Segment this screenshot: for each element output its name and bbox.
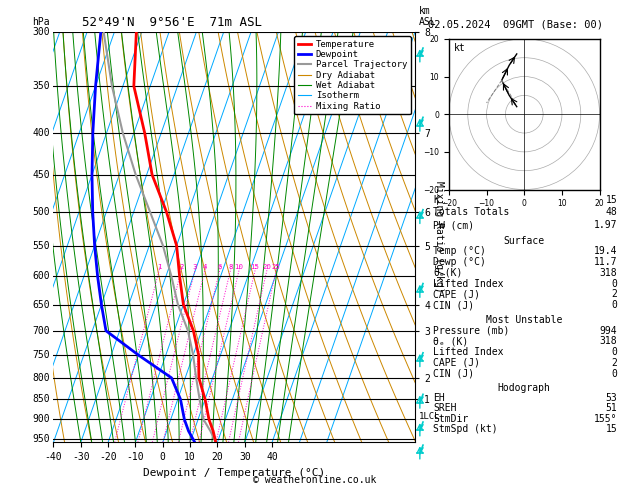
Text: 2: 2 xyxy=(611,358,618,368)
Text: 19.4: 19.4 xyxy=(594,246,618,257)
Text: 650: 650 xyxy=(32,299,50,310)
Text: hPa: hPa xyxy=(32,17,50,28)
Text: SREH: SREH xyxy=(433,403,457,414)
Legend: Temperature, Dewpoint, Parcel Trajectory, Dry Adiabat, Wet Adiabat, Isotherm, Mi: Temperature, Dewpoint, Parcel Trajectory… xyxy=(294,36,411,114)
Text: 25: 25 xyxy=(272,264,281,270)
Text: θₑ(K): θₑ(K) xyxy=(433,268,462,278)
Text: PW (cm): PW (cm) xyxy=(433,220,474,230)
Text: 2: 2 xyxy=(611,289,618,299)
Text: K: K xyxy=(433,195,439,205)
Text: StmDir: StmDir xyxy=(433,414,469,424)
Text: 850: 850 xyxy=(32,394,50,404)
Text: 400: 400 xyxy=(32,128,50,138)
Text: 15: 15 xyxy=(606,424,618,434)
Text: CAPE (J): CAPE (J) xyxy=(433,358,480,368)
Text: 1LCL: 1LCL xyxy=(419,412,440,421)
Text: 6: 6 xyxy=(218,264,222,270)
Y-axis label: Mixing Ratio (g/kg): Mixing Ratio (g/kg) xyxy=(434,181,444,293)
Text: 500: 500 xyxy=(32,207,50,217)
Text: 300: 300 xyxy=(32,27,50,36)
Text: Most Unstable: Most Unstable xyxy=(486,315,562,325)
Text: Totals Totals: Totals Totals xyxy=(433,208,509,217)
Text: StmSpd (kt): StmSpd (kt) xyxy=(433,424,498,434)
Text: km
ASL: km ASL xyxy=(419,6,437,28)
Text: CAPE (J): CAPE (J) xyxy=(433,289,480,299)
Text: EH: EH xyxy=(433,393,445,403)
Text: 20: 20 xyxy=(262,264,271,270)
Text: kt: kt xyxy=(454,43,465,53)
Text: 0: 0 xyxy=(611,300,618,310)
Text: 02.05.2024  09GMT (Base: 00): 02.05.2024 09GMT (Base: 00) xyxy=(428,19,603,30)
Text: Pressure (mb): Pressure (mb) xyxy=(433,326,509,336)
X-axis label: Dewpoint / Temperature (°C): Dewpoint / Temperature (°C) xyxy=(143,468,325,478)
Text: 11.7: 11.7 xyxy=(594,257,618,267)
Text: 550: 550 xyxy=(32,241,50,251)
Text: 3: 3 xyxy=(192,264,197,270)
Text: Temp (°C): Temp (°C) xyxy=(433,246,486,257)
Text: 0: 0 xyxy=(611,369,618,379)
Text: 53: 53 xyxy=(606,393,618,403)
Text: 0: 0 xyxy=(611,278,618,289)
Text: 0: 0 xyxy=(611,347,618,357)
Text: 994: 994 xyxy=(600,326,618,336)
Text: 1.97: 1.97 xyxy=(594,220,618,230)
Text: Lifted Index: Lifted Index xyxy=(433,347,504,357)
Text: 900: 900 xyxy=(32,415,50,424)
Text: 950: 950 xyxy=(32,434,50,444)
Text: 155°: 155° xyxy=(594,414,618,424)
Text: 800: 800 xyxy=(32,373,50,383)
Text: 700: 700 xyxy=(32,326,50,336)
Text: 10: 10 xyxy=(235,264,243,270)
Text: 318: 318 xyxy=(600,336,618,347)
Text: 52°49'N  9°56'E  71m ASL: 52°49'N 9°56'E 71m ASL xyxy=(82,16,262,29)
Text: 750: 750 xyxy=(32,350,50,360)
Text: © weatheronline.co.uk: © weatheronline.co.uk xyxy=(253,475,376,485)
Text: 600: 600 xyxy=(32,271,50,281)
Text: Dewp (°C): Dewp (°C) xyxy=(433,257,486,267)
Text: CIN (J): CIN (J) xyxy=(433,300,474,310)
Text: 51: 51 xyxy=(606,403,618,414)
Text: Lifted Index: Lifted Index xyxy=(433,278,504,289)
Text: 1: 1 xyxy=(157,264,162,270)
Text: 318: 318 xyxy=(600,268,618,278)
Text: 350: 350 xyxy=(32,81,50,91)
Text: 450: 450 xyxy=(32,170,50,180)
Text: 8: 8 xyxy=(228,264,233,270)
Text: 48: 48 xyxy=(606,208,618,217)
Text: θₑ (K): θₑ (K) xyxy=(433,336,469,347)
Text: 2: 2 xyxy=(179,264,184,270)
Text: Surface: Surface xyxy=(504,236,545,245)
Text: Hodograph: Hodograph xyxy=(498,383,551,393)
Text: CIN (J): CIN (J) xyxy=(433,369,474,379)
Text: 15: 15 xyxy=(250,264,260,270)
Text: 15: 15 xyxy=(606,195,618,205)
Text: 4: 4 xyxy=(203,264,207,270)
